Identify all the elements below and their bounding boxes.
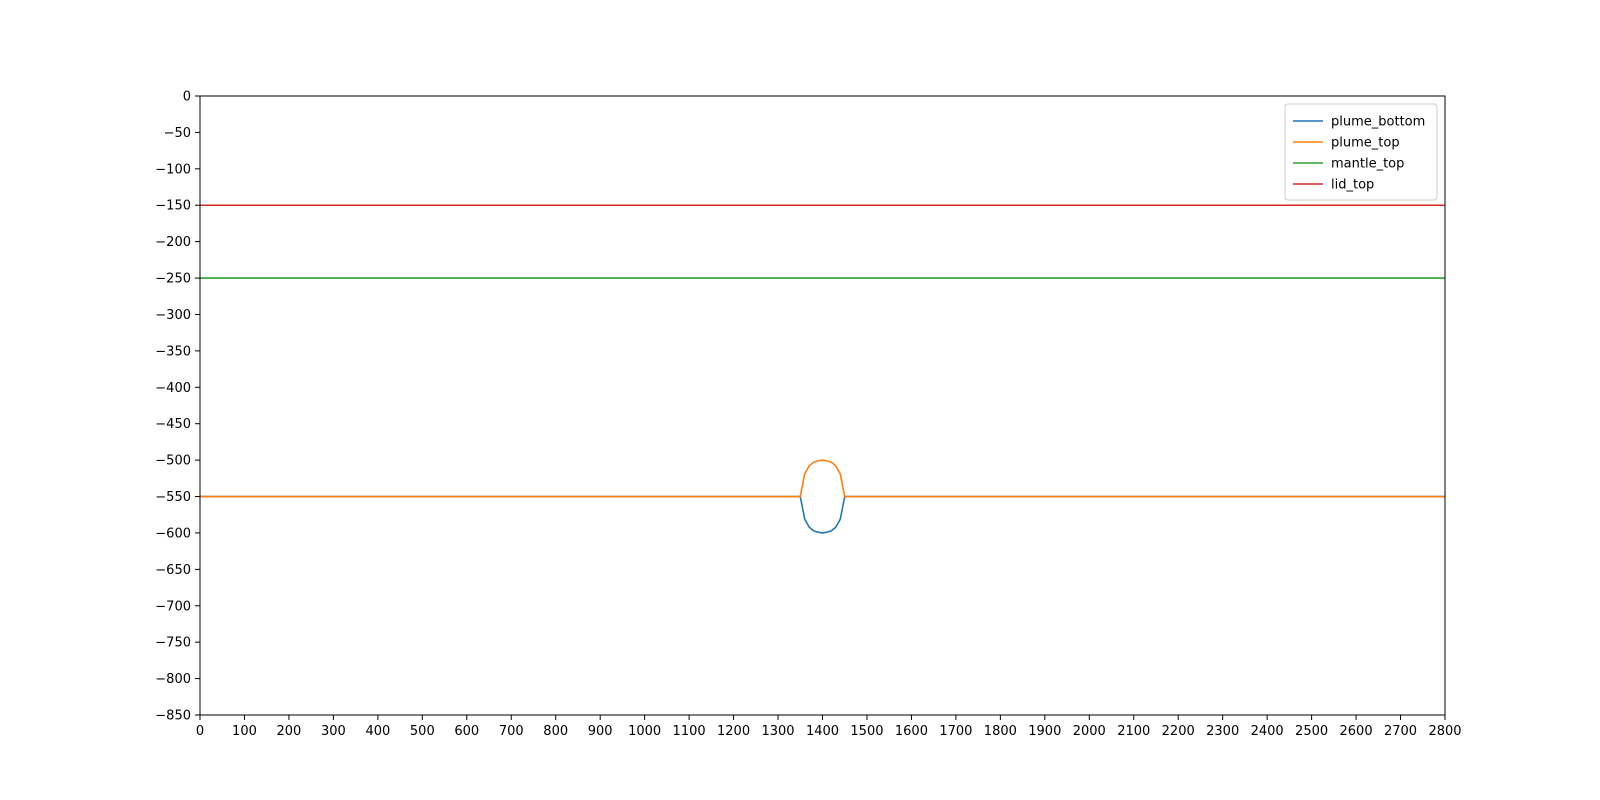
series-line-plume-top bbox=[200, 459, 1445, 498]
x-tick-label: 900 bbox=[588, 724, 613, 739]
x-tick-label: 1300 bbox=[761, 724, 794, 739]
x-tick-label: 1600 bbox=[895, 724, 928, 739]
plot-frame bbox=[199, 95, 1446, 716]
legend-box bbox=[1284, 103, 1438, 201]
x-tick-label: 100 bbox=[232, 724, 257, 739]
y-tick-label: −50 bbox=[164, 126, 191, 141]
series-layer bbox=[200, 204, 1445, 534]
y-tick-label: −250 bbox=[155, 272, 191, 287]
legend-label: mantle_top bbox=[1331, 157, 1404, 172]
y-tick-label: −500 bbox=[155, 454, 191, 469]
series-line-plume-bottom bbox=[200, 495, 1445, 534]
x-tick-label: 1000 bbox=[628, 724, 661, 739]
x-tick-label: 1200 bbox=[717, 724, 750, 739]
x-tick-label: 2700 bbox=[1384, 724, 1417, 739]
x-tick-label: 1900 bbox=[1028, 724, 1061, 739]
x-tick-label: 600 bbox=[454, 724, 479, 739]
legend-label: plume_bottom bbox=[1331, 115, 1425, 130]
legend: plume_bottom plume_top mantle_top lid_top bbox=[1284, 103, 1438, 201]
y-tick-label: −550 bbox=[155, 490, 191, 505]
x-tick-label: 700 bbox=[499, 724, 524, 739]
x-tick-label: 500 bbox=[410, 724, 435, 739]
y-tick-label: −650 bbox=[155, 563, 191, 578]
legend-label: lid_top bbox=[1331, 178, 1374, 193]
x-tick-label: 400 bbox=[365, 724, 390, 739]
x-tick-label: 1800 bbox=[984, 724, 1017, 739]
x-tick-label: 0 bbox=[196, 724, 204, 739]
x-tick-label: 300 bbox=[321, 724, 346, 739]
x-tick-label: 200 bbox=[277, 724, 302, 739]
x-tick-label: 1700 bbox=[939, 724, 972, 739]
y-tick-label: −800 bbox=[155, 672, 191, 687]
x-tick-label: 2300 bbox=[1206, 724, 1239, 739]
x-tick-label: 2200 bbox=[1162, 724, 1195, 739]
x-tick-label: 1100 bbox=[673, 724, 706, 739]
x-tick-label: 2400 bbox=[1251, 724, 1284, 739]
x-axis: 0 100 200 300 400 500 600 700 800 900 1000 1100 1200… bbox=[196, 715, 1462, 739]
x-tick-label: 1500 bbox=[850, 724, 883, 739]
y-tick-label: −850 bbox=[155, 709, 191, 724]
x-tick-label: 1400 bbox=[806, 724, 839, 739]
x-tick-label: 2100 bbox=[1117, 724, 1150, 739]
x-tick-label: 2000 bbox=[1073, 724, 1106, 739]
y-axis: 0 −50 −100 −150 −200 −250 −300 −350 −400 −450 −500… bbox=[155, 90, 200, 724]
y-tick-label: −100 bbox=[155, 162, 191, 177]
x-tick-label: 2800 bbox=[1428, 724, 1461, 739]
x-tick-label: 2500 bbox=[1295, 724, 1328, 739]
y-tick-label: −200 bbox=[155, 235, 191, 250]
y-tick-label: −700 bbox=[155, 599, 191, 614]
legend-label: plume_top bbox=[1331, 136, 1400, 151]
y-tick-label: −150 bbox=[155, 199, 191, 214]
y-tick-label: −750 bbox=[155, 636, 191, 651]
x-tick-label: 2600 bbox=[1340, 724, 1373, 739]
y-tick-label: −300 bbox=[155, 308, 191, 323]
y-tick-label: 0 bbox=[183, 90, 191, 105]
y-tick-label: −450 bbox=[155, 417, 191, 432]
y-tick-label: −400 bbox=[155, 381, 191, 396]
x-tick-label: 800 bbox=[543, 724, 568, 739]
y-tick-label: −350 bbox=[155, 344, 191, 359]
y-tick-label: −600 bbox=[155, 526, 191, 541]
